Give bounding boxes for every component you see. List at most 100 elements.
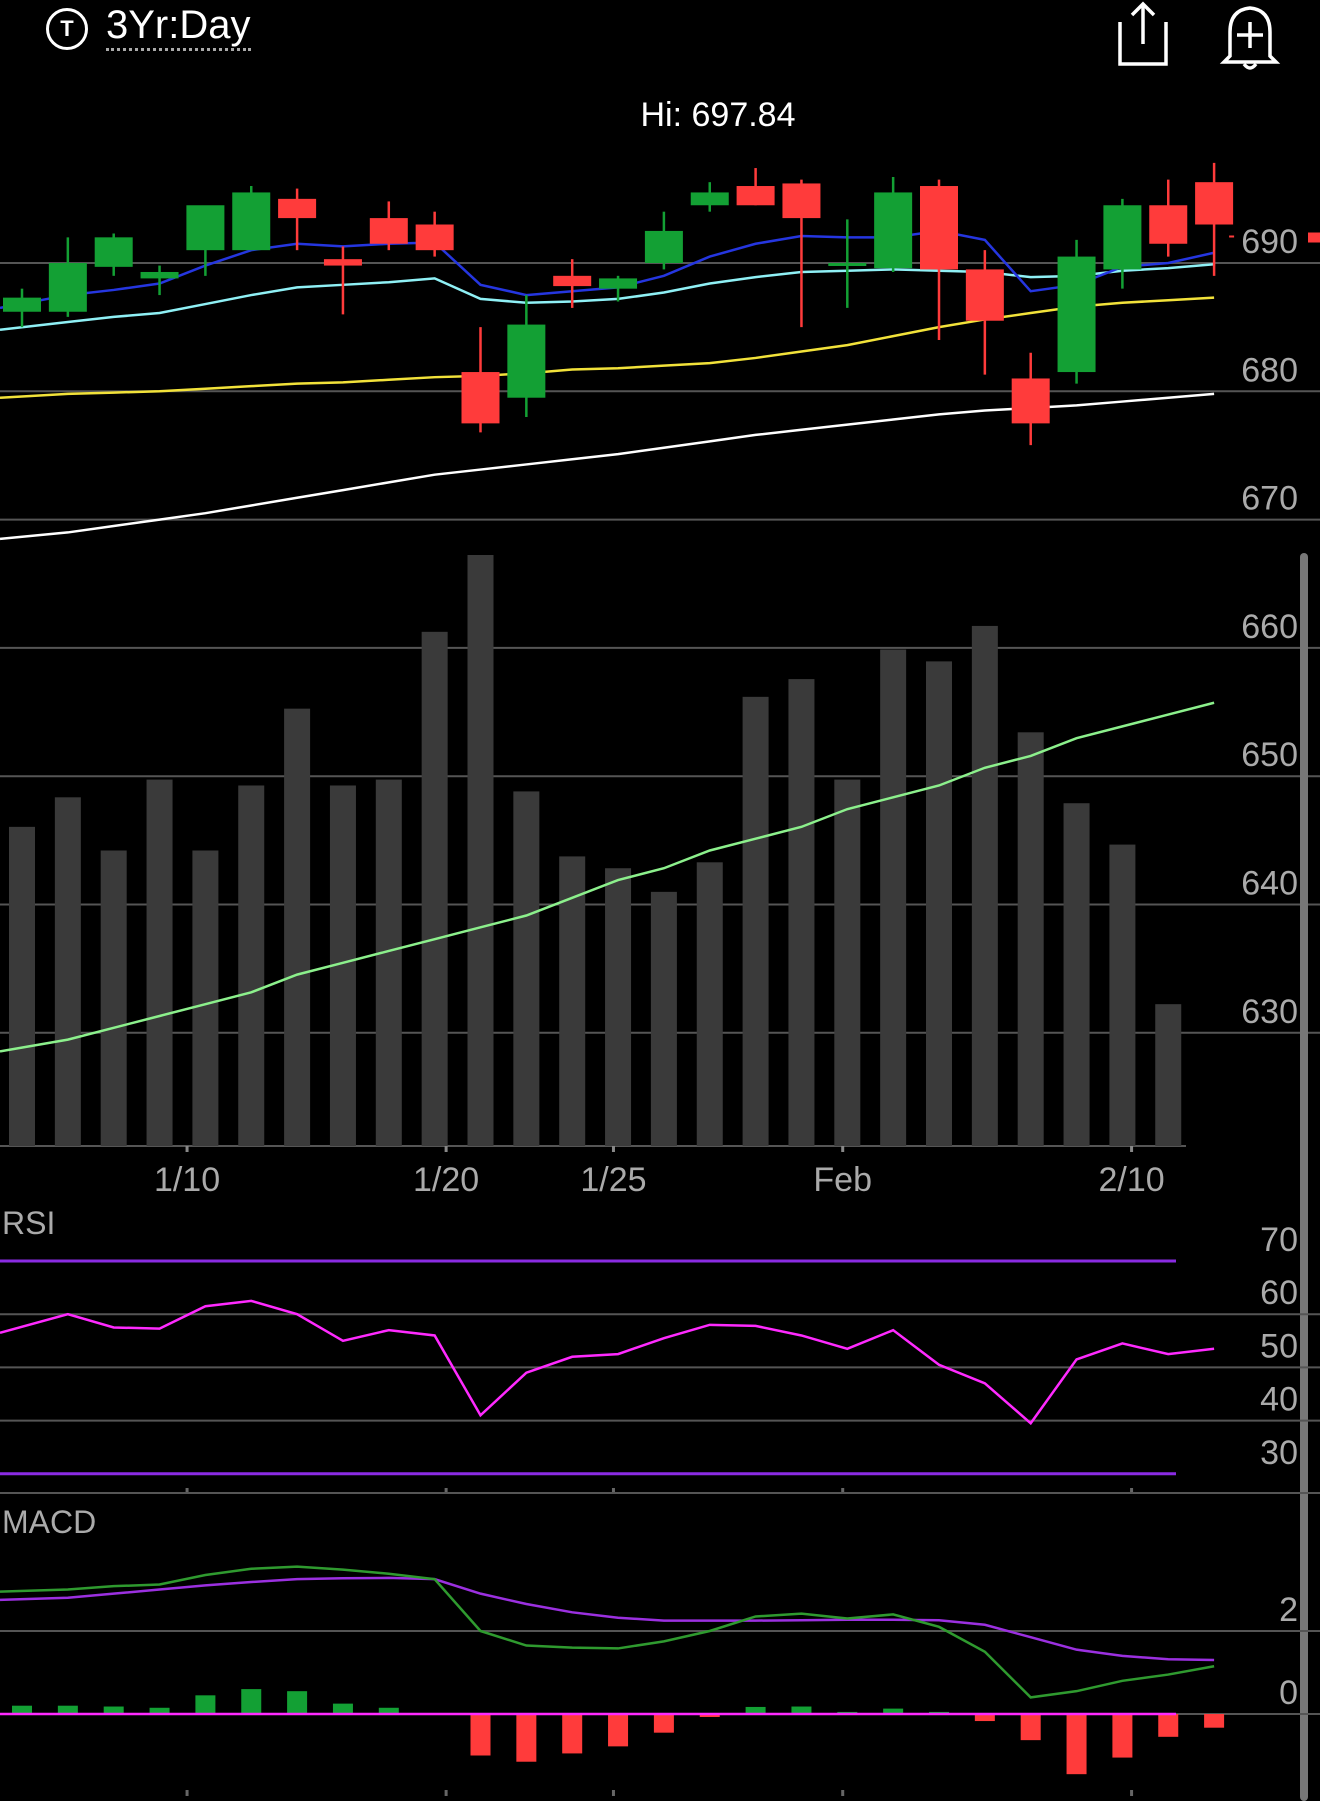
range-selector[interactable]: 3Yr:Day (106, 2, 251, 51)
macd-histogram-bar (103, 1706, 124, 1714)
rsi-tick-label: 60 (1260, 1274, 1298, 1312)
volume-bar (513, 791, 540, 1146)
candle-layer (3, 162, 1234, 446)
candle-body (1195, 182, 1234, 225)
macd-line (0, 1565, 1215, 1699)
x-tick-label: 1/25 (580, 1161, 646, 1199)
candle (507, 295, 546, 417)
macd-tick-label: 2 (1279, 1591, 1298, 1629)
macd-histogram-bar (608, 1714, 629, 1747)
share-icon[interactable] (1112, 0, 1176, 72)
candle (553, 259, 592, 308)
candle (690, 182, 729, 212)
volume-bar (238, 785, 265, 1146)
macd-histogram-bar (378, 1707, 399, 1714)
volume-bar (1017, 732, 1044, 1146)
candle (369, 201, 408, 251)
candle (48, 237, 87, 317)
volume-bar (421, 631, 448, 1146)
macd-histogram-bar (195, 1695, 216, 1714)
candle-body (644, 230, 683, 263)
candle (1103, 198, 1142, 289)
macd-histogram-bar (470, 1714, 491, 1756)
top-bar: T 3Yr:Day (0, 0, 1320, 80)
candle-body (965, 269, 1004, 321)
candle-body (48, 263, 87, 312)
volume-bar (1063, 803, 1090, 1146)
volume-bar (1155, 1004, 1182, 1146)
candle-body (507, 324, 546, 398)
candle (920, 179, 958, 340)
macd-histogram-bar (699, 1714, 720, 1717)
x-tick-label: 1/20 (413, 1161, 479, 1199)
macd-histogram-bar (241, 1689, 262, 1714)
macd-histogram-bar (791, 1706, 812, 1714)
volume-bar (192, 850, 219, 1146)
macd-histogram-bar (1204, 1714, 1225, 1728)
macd-histogram-bar (974, 1714, 995, 1722)
volume-bar (696, 862, 723, 1146)
macd-tick-label: 0 (1279, 1674, 1298, 1712)
candle-body (232, 192, 271, 251)
candle-body (782, 183, 821, 219)
macd-histogram-bar (653, 1714, 674, 1733)
rsi-tick-label: 50 (1260, 1327, 1298, 1365)
candle (644, 211, 683, 270)
rsi-tick-label: 40 (1260, 1381, 1298, 1419)
volume-bar (834, 779, 861, 1146)
volume-layer (9, 555, 1225, 1775)
macd-histogram-bar (883, 1708, 904, 1714)
candle (278, 188, 317, 251)
candle (965, 250, 1004, 375)
volume-bar (1109, 844, 1136, 1146)
candle-body (94, 237, 133, 267)
candle-body (1057, 256, 1096, 373)
volume-ma-line (0, 701, 1215, 1053)
macd-histogram-bar (332, 1703, 353, 1714)
candle (232, 186, 271, 251)
candle-body (323, 259, 362, 266)
candle-body (920, 186, 958, 270)
macd-histogram-bar (1020, 1714, 1041, 1741)
price-tick-label: 640 (1241, 865, 1298, 903)
volume-bar (742, 696, 769, 1146)
candle-body (1011, 378, 1050, 424)
price-tick-label: 670 (1241, 480, 1298, 518)
scrollbar (1300, 553, 1308, 1801)
bell-plus-icon[interactable] (1216, 0, 1284, 72)
rsi-tick-label: 70 (1260, 1221, 1298, 1259)
candle (736, 168, 775, 206)
volume-bar (467, 555, 494, 1146)
candle-body (828, 263, 867, 266)
candle (1011, 352, 1050, 446)
macd-histogram-bar (516, 1714, 537, 1762)
rsi-line (0, 1299, 1215, 1426)
price-tick-label: 690 (1241, 223, 1298, 261)
candle (186, 205, 225, 276)
ticker-icon[interactable]: T (46, 8, 88, 50)
volume-bar (788, 679, 815, 1146)
macd-histogram-bar (562, 1714, 583, 1754)
macd-histogram-bar (1112, 1714, 1133, 1758)
candle-body (874, 192, 913, 269)
candle-body (736, 186, 775, 206)
candle-body (1103, 205, 1142, 270)
price-tick-label: 660 (1241, 608, 1298, 646)
candle-body (369, 218, 408, 244)
macd-histogram-bar (149, 1707, 170, 1714)
volume-bar (375, 779, 402, 1146)
price-tick-label: 680 (1241, 351, 1298, 389)
candle (782, 179, 821, 328)
volume-bar (650, 891, 677, 1146)
ma-slow-line (0, 296, 1215, 399)
volume-bar (9, 826, 35, 1146)
candle-body (599, 278, 638, 289)
candle (461, 327, 500, 433)
candle-body (278, 198, 317, 219)
volume-bar (926, 661, 952, 1146)
volume-bar (605, 868, 632, 1146)
volume-bar (971, 625, 998, 1146)
volume-bar (880, 649, 907, 1146)
candle-body (461, 372, 500, 424)
